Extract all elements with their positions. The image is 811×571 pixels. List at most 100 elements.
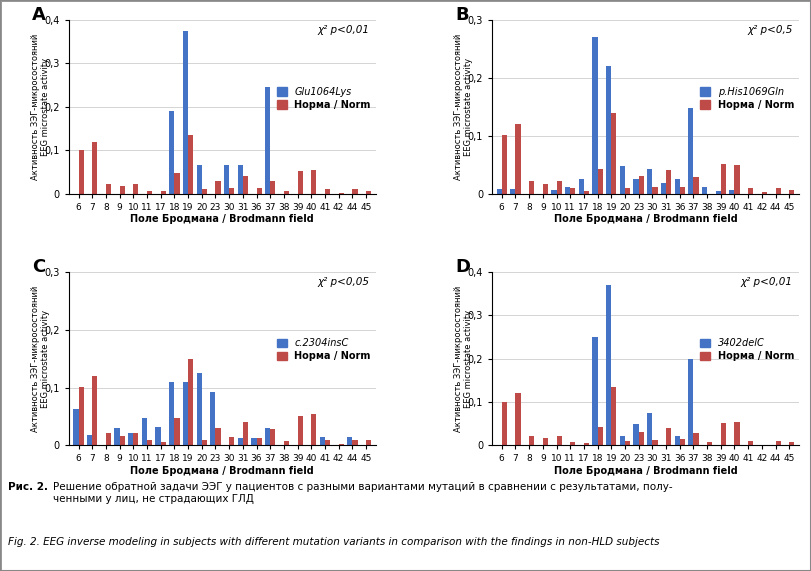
Bar bbox=[265, 428, 270, 445]
Bar bbox=[339, 444, 344, 445]
Bar bbox=[598, 170, 603, 194]
Legend: p.His1069Gln, Норма / Norm: p.His1069Gln, Норма / Norm bbox=[700, 87, 794, 110]
Bar bbox=[592, 37, 598, 194]
Bar bbox=[270, 429, 276, 445]
Bar bbox=[775, 188, 781, 194]
Y-axis label: Активность ЗЭГ-микросостояний
EEG microstate activity: Активность ЗЭГ-микросостояний EEG micros… bbox=[454, 34, 473, 180]
Bar bbox=[114, 428, 119, 445]
Bar bbox=[689, 108, 693, 194]
Bar bbox=[661, 183, 666, 194]
Bar bbox=[620, 166, 625, 194]
X-axis label: Поле Бродмана / Brodmann field: Поле Бродмана / Brodmann field bbox=[131, 215, 314, 224]
Bar bbox=[611, 112, 616, 194]
Bar bbox=[133, 184, 139, 194]
Bar bbox=[762, 444, 767, 445]
Bar bbox=[311, 170, 316, 194]
Text: χ² p<0,01: χ² p<0,01 bbox=[317, 25, 370, 35]
Bar bbox=[366, 440, 371, 445]
Bar bbox=[516, 124, 521, 194]
Text: A: A bbox=[32, 6, 46, 24]
Bar bbox=[551, 190, 556, 194]
Bar bbox=[680, 187, 685, 194]
Bar bbox=[230, 188, 234, 194]
Text: C: C bbox=[32, 258, 45, 276]
Bar bbox=[749, 441, 753, 445]
Bar bbox=[142, 417, 147, 445]
Bar bbox=[92, 376, 97, 445]
Bar bbox=[256, 188, 262, 194]
Text: Fig. 2. EEG inverse modeling in subjects with different mutation variants in com: Fig. 2. EEG inverse modeling in subjects… bbox=[8, 537, 659, 547]
Text: χ² p<0,5: χ² p<0,5 bbox=[747, 25, 792, 35]
Bar bbox=[721, 164, 726, 194]
Bar bbox=[238, 438, 242, 445]
Bar bbox=[202, 440, 207, 445]
Bar bbox=[496, 189, 502, 194]
Bar bbox=[92, 142, 97, 194]
Bar bbox=[647, 413, 652, 445]
Bar bbox=[119, 186, 125, 194]
X-axis label: Поле Бродмана / Brodmann field: Поле Бродмана / Brodmann field bbox=[131, 466, 314, 476]
Bar bbox=[789, 443, 795, 445]
Bar bbox=[556, 436, 562, 445]
Bar bbox=[633, 424, 638, 445]
Bar bbox=[188, 135, 193, 194]
Bar bbox=[298, 416, 303, 445]
Bar bbox=[620, 436, 625, 445]
Bar bbox=[556, 181, 562, 194]
Bar bbox=[510, 189, 516, 194]
Bar bbox=[79, 150, 84, 194]
Bar bbox=[502, 135, 507, 194]
Text: χ² p<0,01: χ² p<0,01 bbox=[740, 277, 792, 287]
X-axis label: Поле Бродмана / Brodmann field: Поле Бродмана / Brodmann field bbox=[554, 466, 737, 476]
Bar bbox=[584, 191, 589, 194]
Bar bbox=[298, 171, 303, 194]
Bar bbox=[606, 66, 611, 194]
Bar bbox=[174, 173, 179, 194]
Bar bbox=[652, 440, 658, 445]
Bar bbox=[570, 443, 575, 445]
Bar bbox=[352, 440, 358, 445]
Bar bbox=[693, 178, 698, 194]
Bar bbox=[251, 438, 256, 445]
Bar bbox=[216, 180, 221, 194]
Bar bbox=[169, 382, 174, 445]
Bar bbox=[579, 179, 584, 194]
Bar bbox=[666, 171, 672, 194]
Bar bbox=[79, 387, 84, 445]
Bar bbox=[592, 337, 598, 445]
Bar bbox=[270, 182, 276, 194]
Bar bbox=[147, 191, 152, 194]
Bar bbox=[666, 428, 672, 445]
Bar bbox=[224, 166, 230, 194]
Bar bbox=[675, 179, 680, 194]
Text: D: D bbox=[455, 258, 470, 276]
Bar bbox=[606, 285, 611, 445]
Bar bbox=[707, 443, 712, 445]
Bar bbox=[689, 359, 693, 445]
Bar bbox=[265, 87, 270, 194]
Bar bbox=[182, 382, 188, 445]
Bar bbox=[721, 423, 726, 445]
Bar bbox=[625, 188, 630, 194]
Bar bbox=[339, 193, 344, 194]
Bar bbox=[210, 392, 216, 445]
Y-axis label: Активность ЗЭГ-микросостояний
EEG microstate activity: Активность ЗЭГ-микросостояний EEG micros… bbox=[31, 286, 50, 432]
Bar bbox=[729, 190, 735, 194]
Bar bbox=[502, 401, 507, 445]
Bar bbox=[202, 189, 207, 194]
Bar bbox=[693, 433, 698, 445]
Bar bbox=[325, 440, 330, 445]
Bar bbox=[529, 181, 534, 194]
Bar bbox=[366, 191, 371, 194]
Bar bbox=[188, 359, 193, 445]
Bar bbox=[106, 184, 111, 194]
Bar bbox=[238, 166, 242, 194]
Bar bbox=[174, 418, 179, 445]
Bar bbox=[133, 433, 139, 445]
Text: B: B bbox=[455, 6, 469, 24]
Bar bbox=[242, 422, 248, 445]
Bar bbox=[161, 443, 166, 445]
X-axis label: Поле Бродмана / Brodmann field: Поле Бродмана / Brodmann field bbox=[554, 215, 737, 224]
Bar bbox=[775, 441, 781, 445]
Bar bbox=[598, 427, 603, 445]
